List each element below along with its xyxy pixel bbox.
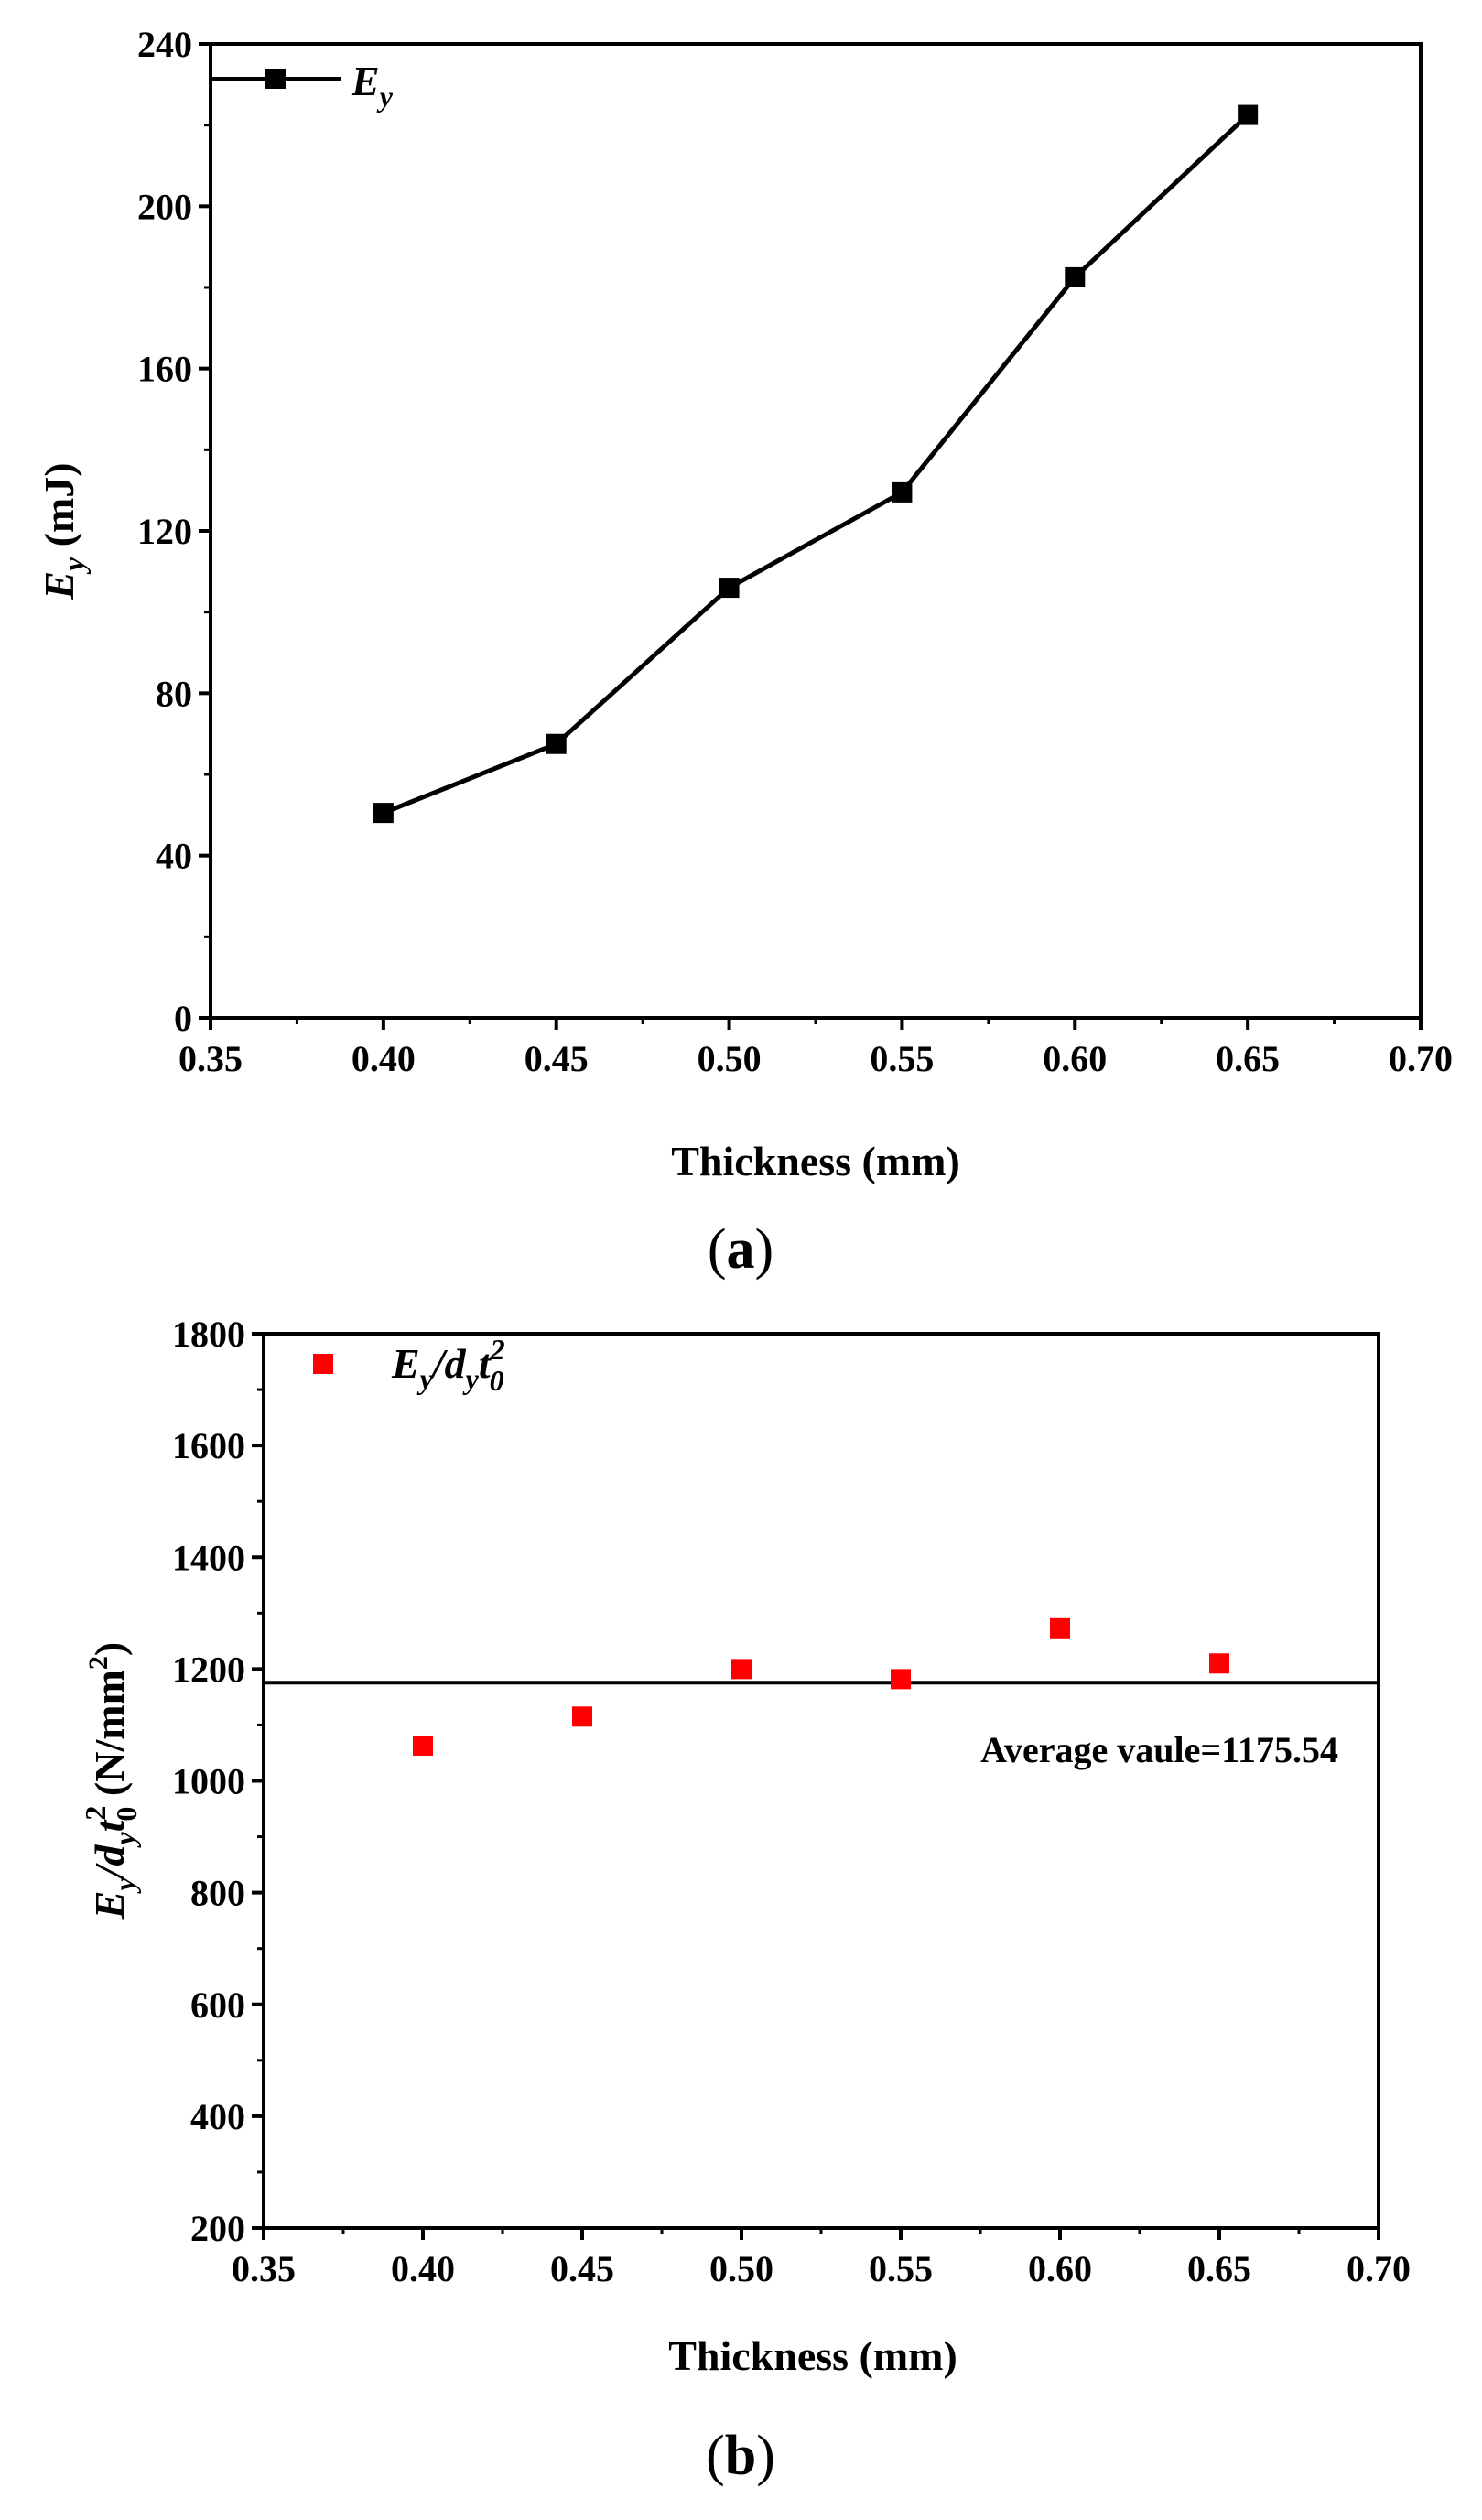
y-tick-label: 80 xyxy=(156,673,192,714)
panel-a-y-ticks: 0 40 80 120 160 200 240 xyxy=(137,24,211,1039)
panel-a-plot-frame xyxy=(209,42,1423,1020)
x-tick-label: 0.70 xyxy=(1347,2248,1411,2289)
x-tick-label: 0.55 xyxy=(869,2248,933,2289)
y-tick-label: 1000 xyxy=(172,1761,245,1802)
data-point-marker xyxy=(719,578,740,599)
panel-b-average-label: Average vaule=1175.54 xyxy=(980,1729,1338,1770)
panel-a-y-axis-title: Ey (mJ) xyxy=(36,462,92,600)
panel-b-x-ticks: 0.35 0.40 0.45 0.50 0.55 0.60 0.65 0.70 xyxy=(232,2228,1411,2289)
panel-b-plot-frame xyxy=(262,1332,1380,2230)
y-tick-label: 160 xyxy=(137,349,192,390)
panel-a-series xyxy=(373,104,1259,824)
x-tick-label: 0.45 xyxy=(550,2248,614,2289)
y-tick-label: 240 xyxy=(137,24,192,65)
x-tick-label: 0.40 xyxy=(352,1038,416,1079)
y-tick-label: 1400 xyxy=(172,1537,245,1578)
x-tick-label: 0.60 xyxy=(1028,2248,1092,2289)
series-line xyxy=(382,113,1249,816)
data-point-marker xyxy=(572,1706,592,1727)
data-point-marker xyxy=(1050,1617,1070,1639)
data-point-marker xyxy=(413,1736,433,1757)
y-tick-label: 1600 xyxy=(172,1425,245,1466)
x-tick-label: 0.65 xyxy=(1187,2248,1251,2289)
data-point-marker xyxy=(546,733,567,754)
data-point-marker xyxy=(1065,266,1086,287)
panel-a-chart: 0.35 0.40 0.45 0.50 0.55 0.60 0.65 0.70 0 40 80 12… xyxy=(36,24,1453,1281)
data-point-marker xyxy=(731,1659,752,1680)
panel-b-series xyxy=(413,1617,1229,1757)
y-tick-label: 200 xyxy=(190,2208,245,2249)
x-tick-label: 0.55 xyxy=(870,1038,934,1079)
y-tick-label: 0 xyxy=(174,998,192,1039)
x-tick-label: 0.35 xyxy=(232,2248,296,2289)
panel-a-label: (a) xyxy=(708,1218,773,1281)
y-tick-label: 120 xyxy=(137,511,192,552)
y-tick-label: 600 xyxy=(190,1985,245,2026)
x-tick-label: 0.50 xyxy=(709,2248,773,2289)
panel-a-x-ticks: 0.35 0.40 0.45 0.50 0.55 0.60 0.65 0.70 xyxy=(178,1018,1453,1079)
panel-b-chart: 0.35 0.40 0.45 0.50 0.55 0.60 0.65 0.70 200 400 6… xyxy=(79,1314,1411,2487)
y-tick-label: 1200 xyxy=(172,1649,245,1690)
panel-a-x-axis-title: Thickness (mm) xyxy=(671,1138,960,1184)
y-tick-label: 200 xyxy=(137,186,192,227)
x-tick-label: 0.70 xyxy=(1389,1038,1453,1079)
panel-b-y-ticks: 200 400 600 800 1000 1200 1400 1600 1800 xyxy=(172,1314,264,2249)
panel-a-legend-label: Ey xyxy=(351,58,394,113)
y-tick-label: 40 xyxy=(156,836,192,877)
y-tick-label: 800 xyxy=(190,1873,245,1914)
x-tick-label: 0.60 xyxy=(1043,1038,1107,1079)
data-point-marker xyxy=(373,803,394,824)
data-point-marker xyxy=(892,481,913,503)
data-point-marker xyxy=(1238,104,1259,125)
panel-b-x-axis-title: Thickness (mm) xyxy=(668,2332,957,2379)
x-tick-label: 0.50 xyxy=(698,1038,762,1079)
panel-b-legend-marker xyxy=(313,1354,333,1374)
x-tick-label: 0.65 xyxy=(1216,1038,1280,1079)
panel-b-label: (b) xyxy=(706,2425,775,2487)
y-tick-label: 1800 xyxy=(172,1314,245,1355)
data-point-marker xyxy=(891,1669,911,1690)
x-tick-label: 0.35 xyxy=(178,1038,243,1079)
y-tick-label: 400 xyxy=(190,2096,245,2137)
x-tick-label: 0.45 xyxy=(525,1038,589,1079)
data-point-marker xyxy=(1209,1653,1229,1674)
panel-a-legend-marker xyxy=(265,69,286,89)
panel-b-y-axis-title: Ey/dyt20 (N/mm2) xyxy=(79,1642,143,1920)
x-tick-label: 0.40 xyxy=(391,2248,455,2289)
panel-b-legend-label: Ey/dyt2 0 xyxy=(391,1333,505,1397)
